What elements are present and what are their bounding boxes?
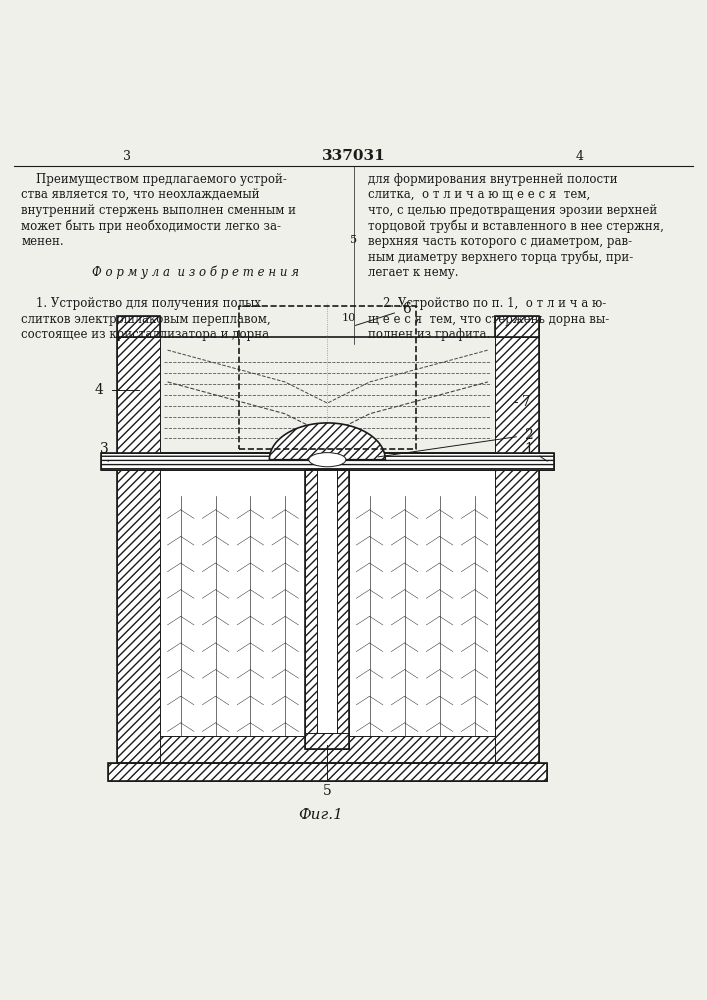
Text: состоящее из кристаллизатора и дорна: состоящее из кристаллизатора и дорна xyxy=(21,328,269,341)
Bar xyxy=(305,470,349,749)
Text: ным диаметру верхнего торца трубы, при-: ным диаметру верхнего торца трубы, при- xyxy=(368,250,633,264)
Text: может быть при необходимости легко за-: может быть при необходимости легко за- xyxy=(21,219,281,233)
Text: ства является то, что неохлаждаемый: ства является то, что неохлаждаемый xyxy=(21,188,260,201)
Bar xyxy=(101,453,554,470)
Text: 1. Устройство для получения полых: 1. Устройство для получения полых xyxy=(21,297,261,310)
Text: щ е е с я  тем, что стержень дорна вы-: щ е е с я тем, что стержень дорна вы- xyxy=(368,313,609,326)
Text: Фиг.1: Фиг.1 xyxy=(298,808,343,822)
Text: менен.: менен. xyxy=(21,235,64,248)
Text: 3: 3 xyxy=(123,150,132,163)
Bar xyxy=(495,461,539,763)
Bar xyxy=(108,763,547,781)
Text: 337031: 337031 xyxy=(322,149,385,163)
Text: 2. Устройство по п. 1,  о т л и ч а ю-: 2. Устройство по п. 1, о т л и ч а ю- xyxy=(368,297,606,310)
Text: 6: 6 xyxy=(402,302,411,316)
Bar xyxy=(117,337,160,453)
Bar xyxy=(117,316,160,337)
Bar xyxy=(317,470,337,733)
Bar xyxy=(108,763,547,781)
Bar xyxy=(495,337,539,453)
Bar xyxy=(117,461,539,763)
Bar xyxy=(495,316,539,337)
Bar xyxy=(305,733,349,749)
Text: что, с целью предотвращения эрозии верхней: что, с целью предотвращения эрозии верхн… xyxy=(368,204,657,217)
Bar xyxy=(305,470,317,733)
Text: верхняя часть которого с диаметром, рав-: верхняя часть которого с диаметром, рав- xyxy=(368,235,632,248)
Text: 4: 4 xyxy=(575,150,584,163)
Bar xyxy=(101,453,554,470)
Bar xyxy=(160,736,495,763)
Text: Преимуществом предлагаемого устрой-: Преимуществом предлагаемого устрой- xyxy=(21,173,287,186)
Text: слитков электрошлаковым переплавом,: слитков электрошлаковым переплавом, xyxy=(21,313,271,326)
Text: 5: 5 xyxy=(323,784,332,798)
Bar xyxy=(495,316,539,337)
Polygon shape xyxy=(269,423,385,460)
Text: легает к нему.: легает к нему. xyxy=(368,266,458,279)
Text: 1: 1 xyxy=(525,442,533,456)
Text: 5: 5 xyxy=(350,235,357,245)
Text: полнен из графита.: полнен из графита. xyxy=(368,328,490,341)
Text: 3: 3 xyxy=(100,442,109,456)
Bar xyxy=(117,461,160,763)
Text: для формирования внутренней полости: для формирования внутренней полости xyxy=(368,173,617,186)
Text: 2: 2 xyxy=(525,428,533,442)
Ellipse shape xyxy=(309,453,346,467)
Text: 4: 4 xyxy=(95,383,103,397)
Text: внутренний стержень выполнен сменным и: внутренний стержень выполнен сменным и xyxy=(21,204,296,217)
Text: 7: 7 xyxy=(522,395,531,409)
Bar xyxy=(117,316,160,337)
Bar xyxy=(337,470,349,733)
Bar xyxy=(117,337,539,453)
Text: 10: 10 xyxy=(341,313,356,323)
Text: Ф о р м у л а  и з о б р е т е н и я: Ф о р м у л а и з о б р е т е н и я xyxy=(92,266,299,279)
Text: слитка,  о т л и ч а ю щ е е с я  тем,: слитка, о т л и ч а ю щ е е с я тем, xyxy=(368,188,590,201)
Text: торцовой трубы и вставленного в нее стержня,: торцовой трубы и вставленного в нее стер… xyxy=(368,219,663,233)
Bar xyxy=(160,461,495,736)
